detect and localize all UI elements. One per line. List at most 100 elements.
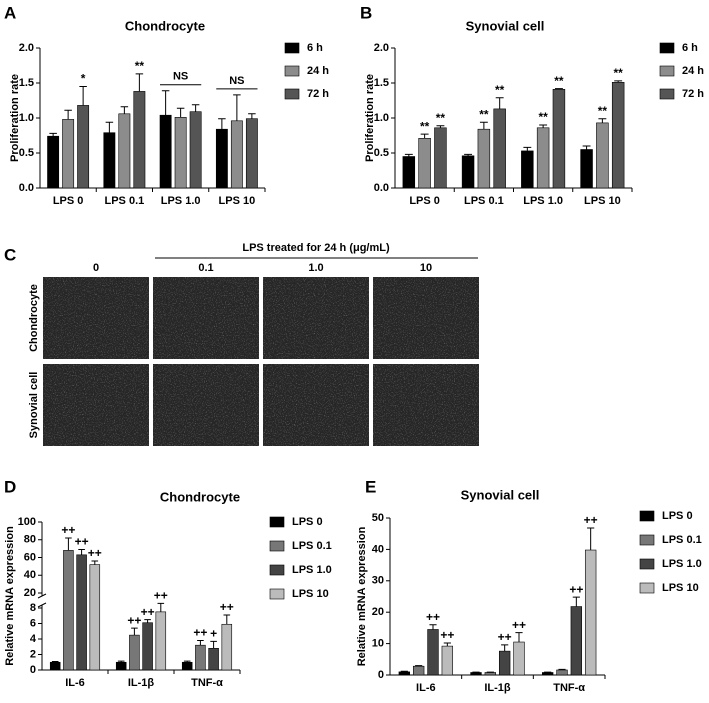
y-axis-label: Relative mRNA expression: [4, 526, 16, 666]
error-bar: [496, 98, 504, 109]
bar: [231, 121, 242, 188]
bar: [399, 672, 410, 675]
legend-swatch: [285, 66, 299, 76]
image-header: LPS treated for 24 h (μg/mL): [242, 242, 390, 254]
y-tick-label: 10: [372, 638, 384, 650]
error-bar: [197, 641, 204, 646]
error-bar: [144, 620, 151, 623]
bar: [514, 642, 525, 675]
error-bar: [121, 107, 129, 114]
x-tick-label: LPS 0.1: [464, 195, 504, 207]
y-tick-label: 2: [30, 648, 36, 660]
bar: [542, 672, 553, 675]
column-label: 1.0: [308, 262, 323, 274]
significance-label: ++: [512, 618, 526, 632]
bar: [462, 156, 474, 188]
bar: [537, 128, 549, 188]
y-tick-label: 40: [372, 543, 384, 555]
column-label: 0: [93, 262, 99, 274]
bar: [209, 648, 219, 670]
legend-swatch: [660, 89, 674, 99]
bar: [77, 555, 87, 670]
legend-swatch: [270, 517, 284, 527]
error-bar: [436, 126, 444, 128]
micrograph-texture: [43, 277, 149, 359]
y-tick-label: 80: [24, 534, 36, 546]
bar: [78, 105, 89, 188]
bar: [190, 112, 201, 188]
bar: [571, 607, 582, 675]
error-bar: [177, 108, 185, 117]
panel-letter: E: [365, 477, 376, 496]
significance-label: ++: [154, 589, 168, 603]
error-bar: [192, 105, 200, 112]
bar: [216, 129, 227, 188]
x-tick-label: LPS 1.0: [523, 195, 563, 207]
legend-label: LPS 1.0: [292, 564, 332, 576]
error-bar: [444, 643, 451, 646]
significance-label: ++: [141, 605, 155, 619]
y-tick-label: 1.0: [374, 112, 389, 124]
error-bar: [92, 561, 99, 565]
bar: [90, 565, 100, 670]
error-bar: [79, 87, 87, 106]
y-tick-label: 0.0: [19, 182, 34, 194]
legend-label: 6 h: [307, 42, 323, 54]
bar: [175, 117, 186, 188]
y-tick-label: 1.0: [19, 112, 34, 124]
legend-swatch: [660, 43, 674, 53]
x-tick-label: IL-6: [65, 677, 85, 689]
y-tick-label: 0.5: [374, 147, 389, 159]
significance-label: **: [135, 59, 145, 73]
x-tick-label: LPS 10: [584, 195, 621, 207]
legend-swatch: [270, 589, 284, 599]
bar: [195, 645, 205, 670]
bar: [156, 612, 166, 670]
x-tick-label: IL-1β: [484, 682, 511, 694]
significance-label: ++: [498, 630, 512, 644]
bar: [419, 138, 431, 188]
legend-label: LPS 10: [662, 582, 699, 594]
micrograph-texture: [153, 277, 259, 359]
error-bar: [65, 538, 72, 550]
bar: [553, 89, 565, 188]
y-tick-label: 4: [30, 633, 37, 645]
significance-label: ++: [220, 600, 234, 614]
micrograph-texture: [43, 364, 149, 446]
y-tick-label: 2.0: [374, 42, 389, 54]
bar: [485, 672, 496, 675]
y-tick-label: 1.5: [374, 77, 389, 89]
legend-label: LPS 0: [662, 510, 693, 522]
bar: [413, 666, 424, 675]
bar: [612, 82, 624, 188]
bar: [129, 635, 139, 670]
error-bar: [158, 603, 165, 611]
legend-label: LPS 0.1: [662, 534, 702, 546]
x-tick-label: LPS 0.1: [105, 195, 145, 207]
bar: [104, 133, 115, 188]
legend-label: LPS 0.1: [292, 540, 332, 552]
error-bar: [49, 133, 57, 136]
significance-label: +: [210, 626, 217, 640]
bar: [119, 114, 130, 188]
error-bar: [421, 134, 429, 138]
y-tick-label: 60: [24, 551, 36, 563]
bar: [246, 119, 257, 188]
bar: [50, 662, 60, 670]
error-bar: [539, 125, 547, 128]
bar: [143, 623, 153, 670]
error-bar: [248, 114, 256, 119]
legend-swatch: [285, 89, 299, 99]
y-tick-label: 8: [30, 602, 36, 614]
bar: [403, 157, 415, 189]
significance-label: **: [614, 66, 624, 80]
x-tick-label: IL-6: [416, 682, 436, 694]
error-bar: [210, 641, 217, 648]
bar: [116, 662, 126, 670]
significance-label: **: [436, 111, 446, 125]
error-bar: [429, 625, 436, 630]
y-tick-label: 1.5: [19, 77, 34, 89]
y-tick-label: 20: [372, 606, 384, 618]
chart-title: Synovial cell: [466, 18, 545, 33]
y-tick-label: 40: [24, 569, 36, 581]
